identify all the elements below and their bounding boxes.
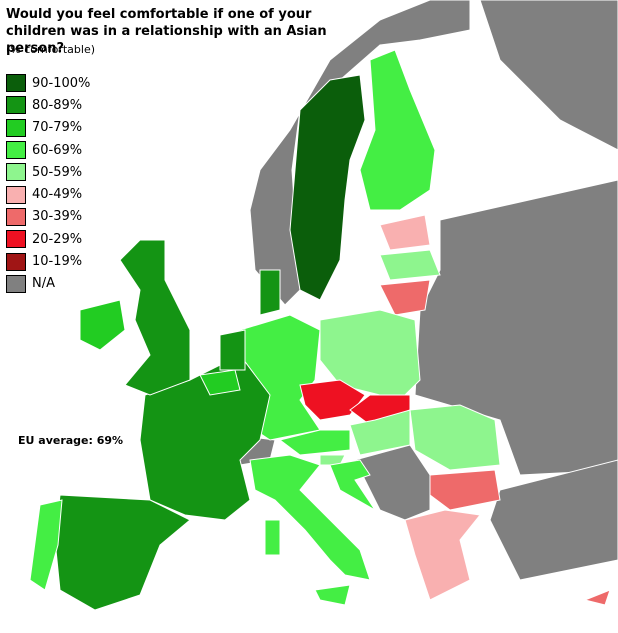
legend-item: 10-19% [6,250,90,272]
legend-item: N/A [6,273,90,295]
legend-item: 80-89% [6,94,90,116]
legend-swatch [6,207,26,226]
country [278,429,351,456]
legend-label: 10-19% [32,254,83,270]
map-subtitle: (% comfortable) [6,43,96,56]
country [379,249,441,281]
legend-swatch [6,185,26,204]
legend-swatch [6,163,26,182]
country [29,499,63,591]
legend-label: 80-89% [32,97,83,113]
country [314,584,351,606]
eu-average: EU average: 69% [18,434,124,447]
legend-label: 90-100% [32,75,91,91]
country [349,409,411,456]
country [404,509,481,601]
country [54,494,191,611]
legend-item: 40-49% [6,183,90,205]
legend: 90-100% 80-89% 70-79% 60-69% 50-59% 40-49% 30-… [6,72,90,295]
legend-item: 60-69% [6,139,90,161]
country [319,309,421,401]
legend-swatch [6,252,26,271]
legend-swatch [6,230,26,249]
land [354,444,431,521]
country [359,49,436,211]
map-title: Would you feel comfortable if one of you… [6,7,327,56]
country [409,404,501,471]
land [489,459,618,581]
country [199,369,241,396]
legend-label: 20-29% [32,231,83,247]
country [264,519,281,556]
legend-item: 20-29% [6,228,90,250]
country [329,459,376,511]
legend-swatch [6,74,26,93]
legend-swatch [6,96,26,115]
legend-swatch [6,141,26,160]
legend-swatch [6,274,26,293]
legend-item: 70-79% [6,117,90,139]
legend-label: N/A [32,276,55,292]
country [249,454,371,581]
country [79,299,126,351]
legend-label: 70-79% [32,120,83,136]
land [414,179,618,476]
legend-label: 50-59% [32,164,83,180]
country [583,589,611,606]
country [259,269,281,316]
country [219,329,246,371]
legend-item: 50-59% [6,161,90,183]
country [379,279,431,316]
land [479,0,618,151]
legend-label: 40-49% [32,187,83,203]
legend-label: 60-69% [32,142,83,158]
legend-label: 30-39% [32,209,83,225]
country [119,239,191,396]
country [289,74,366,301]
country [429,469,501,511]
country [379,214,431,251]
country [299,379,366,421]
legend-item: 30-39% [6,206,90,228]
legend-item: 90-100% [6,72,90,94]
legend-swatch [6,118,26,137]
